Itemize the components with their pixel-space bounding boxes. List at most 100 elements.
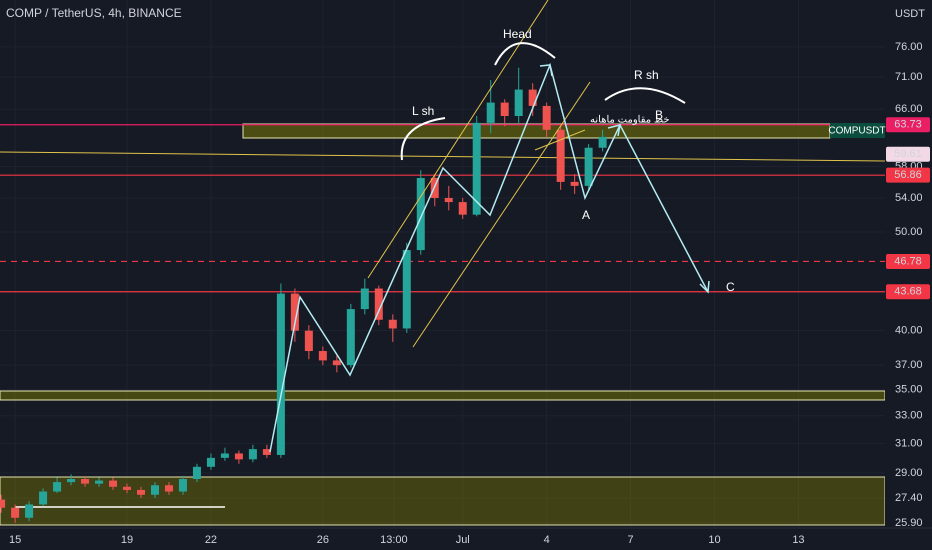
candle-body: [276, 293, 285, 455]
annotation: R sh: [634, 68, 659, 82]
x-tick-label: 15: [9, 534, 21, 546]
base-zone: [0, 476, 886, 526]
channel-line: [534, 129, 586, 151]
candle-body: [346, 309, 355, 366]
y-tick-label: 40.00: [895, 325, 923, 337]
price-tag: 59.61: [894, 148, 922, 160]
x-tick-label: 13: [792, 534, 804, 546]
candle-body: [206, 457, 215, 467]
channel-line: [412, 81, 591, 348]
candle-body: [262, 449, 271, 455]
trend-line: [0, 151, 886, 162]
levels: [0, 124, 885, 293]
candle-body: [53, 482, 62, 492]
x-tick-label: 10: [708, 534, 720, 546]
x-tick-label: 19: [121, 534, 133, 546]
candle-body: [360, 288, 369, 310]
candle-body: [178, 479, 187, 492]
candle-body: [528, 89, 537, 106]
x-tick-label: 22: [205, 534, 217, 546]
axis: 76.0071.0066.0058.0054.0050.0040.0037.00…: [9, 41, 930, 546]
candle-body: [164, 485, 173, 492]
pattern-arrow: [269, 62, 709, 453]
candle-body: [458, 202, 467, 215]
candle-body: [556, 129, 565, 182]
candle-body: [109, 480, 118, 487]
y-tick-label: 33.00: [895, 410, 923, 422]
support-zone: [0, 390, 886, 401]
annotation: C: [726, 280, 735, 294]
candle-body: [416, 177, 425, 251]
y-tick-label: 37.00: [895, 359, 923, 371]
candle-body: [514, 89, 523, 117]
candle-body: [290, 293, 299, 331]
price-tag: 63.73: [894, 119, 922, 131]
arrow-head: [699, 280, 710, 294]
candle-body: [248, 449, 257, 460]
grid: [0, 0, 885, 528]
candle-body: [234, 453, 243, 460]
annotation: Head: [503, 27, 532, 41]
annotation: A: [582, 208, 590, 222]
price-tag: 46.78: [894, 255, 922, 267]
y-tick-label: 31.00: [895, 437, 923, 449]
annotation: B: [655, 108, 663, 122]
candle-body: [304, 330, 313, 352]
candle-body: [192, 466, 201, 480]
candle-body: [318, 351, 327, 361]
candle-body: [220, 453, 229, 458]
price-tag-bg: [886, 167, 930, 183]
candle-body: [500, 102, 509, 117]
annotation: خط مقاومت ماهانه: [590, 115, 670, 126]
candle-body: [598, 136, 607, 148]
resistance-zone: [242, 123, 831, 139]
candle-body: [486, 102, 495, 123]
chart-title: COMP / TetherUS, 4h, BINANCE: [6, 6, 182, 20]
candle-body: [67, 479, 76, 483]
shoulder-arc: [604, 87, 686, 104]
arrow-head: [607, 123, 621, 137]
candle-body: [444, 197, 453, 203]
y-tick-label: 29.00: [895, 467, 923, 479]
x-tick-label: Jul: [456, 534, 470, 546]
candle-body: [0, 499, 6, 508]
head-arc: [494, 42, 556, 66]
x-tick-label: 7: [628, 534, 634, 546]
price-tag-bg: [886, 284, 930, 300]
candle-body: [584, 147, 593, 186]
candle-body: [374, 288, 383, 320]
price-tag-bg: [886, 146, 930, 162]
price-tag-bg: [886, 117, 930, 133]
price-tag: 43.68: [894, 286, 922, 298]
candle-body: [472, 122, 481, 215]
y-tick-label: 27.40: [895, 492, 923, 504]
y-tick-label: 71.00: [895, 71, 923, 83]
y-unit: USDT: [895, 8, 925, 20]
candle-body: [542, 105, 551, 130]
y-tick-label: 54.00: [895, 192, 923, 204]
candle-body: [150, 485, 159, 495]
x-tick-label: 13:00: [380, 534, 408, 546]
candle-body: [11, 507, 20, 518]
arrow-head: [539, 64, 553, 77]
y-tick-label: 35.00: [895, 384, 923, 396]
symbol-tag: COMPUSDT: [828, 126, 885, 137]
y-tick-label: 76.00: [895, 41, 923, 53]
annotation: L sh: [412, 104, 434, 118]
candle-body: [81, 479, 90, 484]
candle-body: [137, 489, 146, 495]
x-tick-label: 4: [544, 534, 550, 546]
y-tick-label: 50.00: [895, 226, 923, 238]
candle-body: [95, 480, 104, 484]
y-tick-label: 25.90: [895, 517, 923, 529]
symbol-tag-bg: [830, 123, 885, 138]
price-tag: 56.86: [894, 169, 922, 181]
candle-body: [25, 504, 34, 518]
candle-body: [402, 250, 411, 329]
candle-body: [123, 486, 132, 490]
candle-body: [39, 491, 48, 505]
x-tick-label: 26: [317, 534, 329, 546]
price-tag-bg: [886, 253, 930, 269]
candle-body: [332, 360, 341, 366]
